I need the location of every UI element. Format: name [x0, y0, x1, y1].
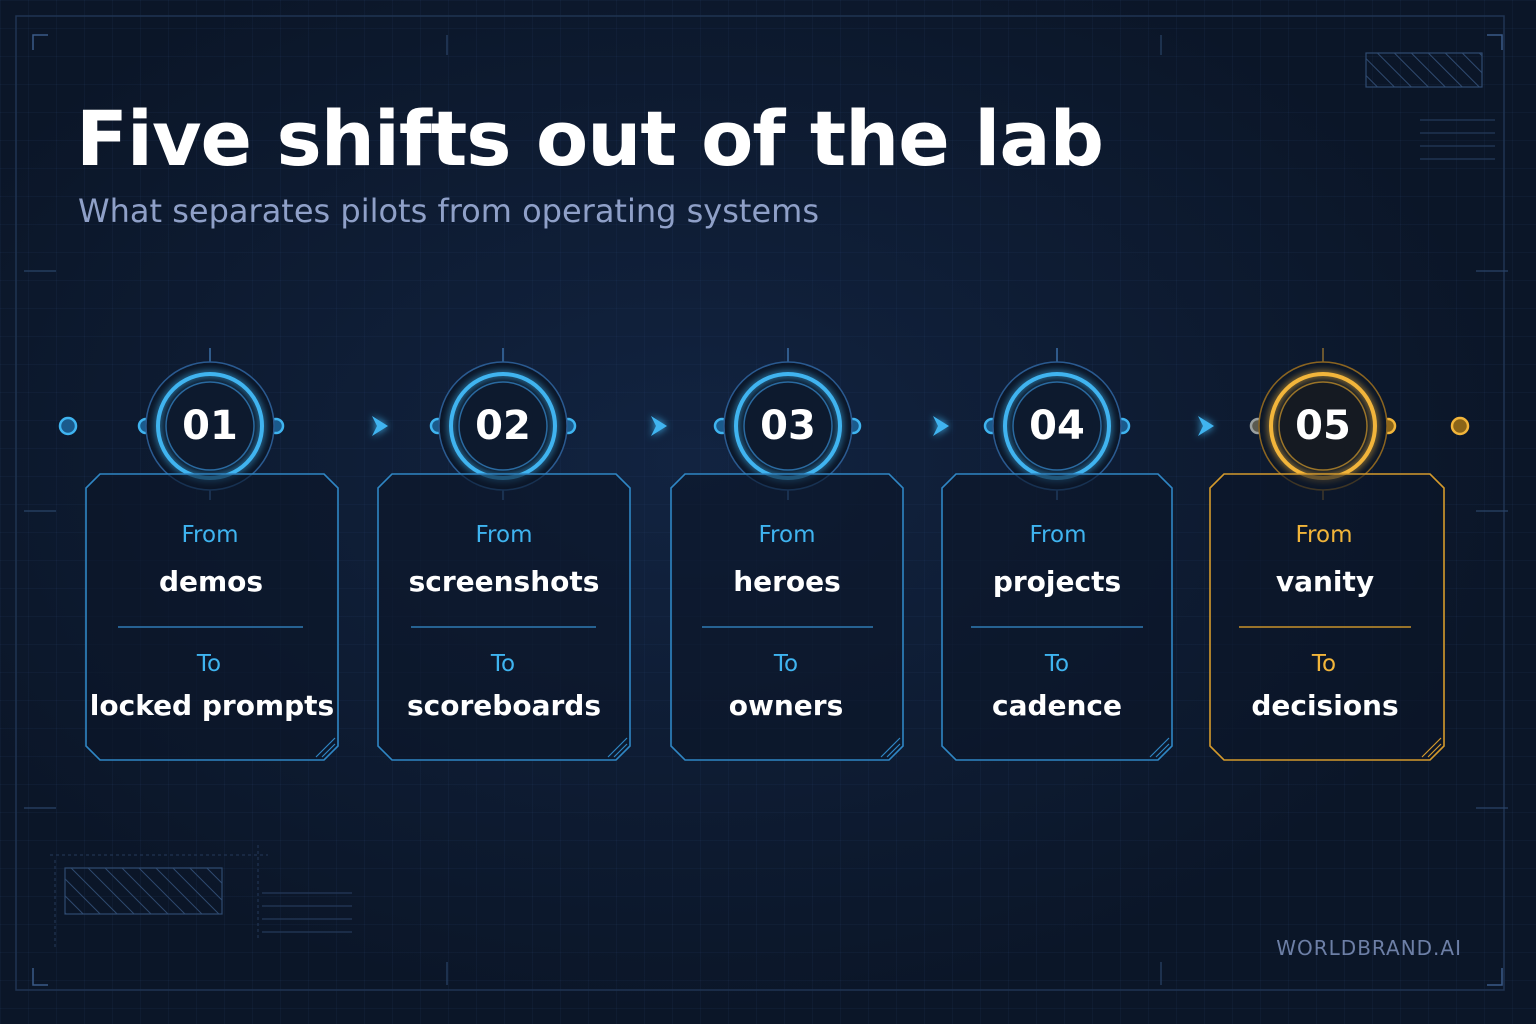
arrow-icon [933, 416, 949, 436]
step-card-02 [377, 473, 631, 761]
from-label: From [475, 522, 533, 548]
from-label: From [181, 522, 239, 548]
from-label: From [1029, 522, 1087, 548]
from-label: From [758, 522, 816, 548]
brand-watermark: WORLDBRAND.AI [1276, 936, 1462, 960]
step-number-03: 03 [760, 403, 816, 449]
to-value: decisions [1251, 689, 1399, 722]
to-label: To [1044, 651, 1070, 677]
step-number-01: 01 [182, 403, 238, 449]
step-card-04 [941, 473, 1173, 761]
to-label: To [490, 651, 516, 677]
step-ring-05 [1258, 348, 1388, 500]
page-title: Five shifts out of the lab [76, 94, 1104, 183]
step-card-01 [85, 473, 339, 761]
step-card-05 [1209, 473, 1445, 761]
step-ring-04 [992, 348, 1122, 500]
step-number-02: 02 [475, 403, 531, 449]
to-value: cadence [991, 689, 1123, 722]
arrow-icon [1198, 416, 1214, 436]
to-label: To [773, 651, 799, 677]
step-card-03 [670, 473, 904, 761]
step-number-05: 05 [1295, 403, 1351, 449]
to-value: owners [728, 689, 844, 722]
arrow-icon [372, 416, 388, 436]
step-number-04: 04 [1029, 403, 1085, 449]
step-ring-03 [723, 348, 853, 500]
to-label: To [196, 651, 222, 677]
from-value: projects [992, 565, 1122, 598]
from-label: From [1295, 522, 1353, 548]
from-value: heroes [733, 565, 841, 598]
to-value: scoreboards [407, 689, 601, 722]
step-ring-01 [145, 348, 275, 500]
from-value: vanity [1275, 565, 1375, 598]
to-value: locked prompts [89, 689, 335, 722]
step-ring-02 [438, 348, 568, 500]
page-subtitle: What separates pilots from operating sys… [78, 192, 819, 230]
to-label: To [1311, 651, 1337, 677]
from-value: screenshots [408, 565, 600, 598]
arrow-icon [651, 416, 667, 436]
from-value: demos [158, 565, 264, 598]
